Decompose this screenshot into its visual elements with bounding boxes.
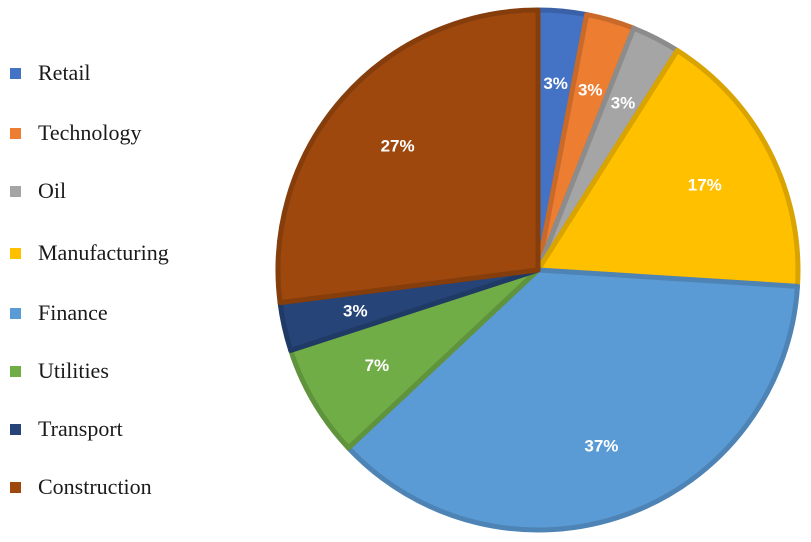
data-label-oil: 3% [611, 94, 636, 113]
data-label-finance: 37% [584, 437, 618, 456]
pie-slice-finance [345, 267, 800, 533]
pie-slice-manufacturing [535, 47, 801, 289]
legend-label: Utilities [38, 358, 109, 383]
pie-slice-construction [275, 7, 541, 306]
legend-swatch [10, 481, 21, 493]
legend-label: Construction [38, 474, 152, 499]
legend-label: Retail [38, 60, 91, 85]
legend-label: Manufacturing [38, 240, 169, 265]
data-label-construction: 27% [381, 137, 415, 156]
legend-item-manufacturing: Manufacturing [10, 238, 169, 268]
data-label-retail: 3% [543, 74, 568, 93]
legend-swatch [10, 185, 21, 197]
legend-label: Oil [38, 178, 67, 203]
legend-label: Technology [38, 120, 142, 145]
data-label-transport: 3% [343, 301, 368, 320]
legend-label: Finance [38, 300, 108, 325]
data-label-technology: 3% [578, 81, 603, 100]
legend-item-construction: Construction [10, 472, 152, 502]
legend-item-technology: Technology [10, 118, 142, 148]
legend-swatch [10, 247, 21, 259]
legend-item-retail: Retail [10, 58, 91, 88]
legend-label: Transport [38, 416, 123, 441]
legend-item-finance: Finance [10, 298, 108, 328]
legend-swatch [10, 127, 21, 139]
legend-swatch [10, 365, 21, 377]
legend-swatch [10, 423, 21, 435]
data-label-manufacturing: 17% [688, 176, 722, 195]
data-label-utilities: 7% [365, 356, 390, 375]
legend-item-utilities: Utilities [10, 356, 109, 386]
legend-item-oil: Oil [10, 176, 66, 206]
legend-swatch [10, 67, 21, 79]
legend-item-transport: Transport [10, 414, 123, 444]
legend-swatch [10, 307, 21, 319]
